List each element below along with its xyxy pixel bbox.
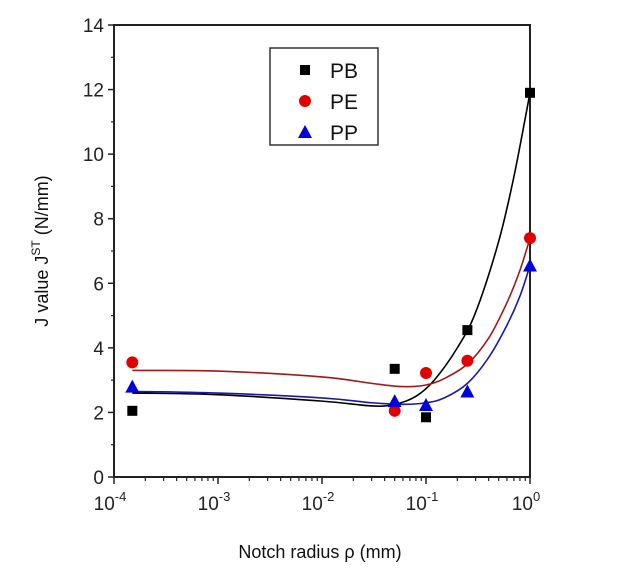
x-tick-label: 10-2: [302, 489, 335, 515]
data-point-pp: [419, 398, 433, 412]
legend-label-pp: PP: [330, 122, 358, 145]
y-tick-label: 10: [83, 145, 104, 166]
y-tick-label: 12: [83, 81, 104, 102]
x-tick-label: 10-4: [94, 489, 127, 515]
y-tick-label: 0: [93, 468, 104, 489]
legend-label-pb: PB: [330, 60, 358, 83]
x-axis-label: Notch radius ρ (mm): [238, 542, 401, 562]
data-point-pb: [421, 412, 431, 423]
data-points: [125, 87, 537, 423]
data-point-pp: [387, 394, 402, 408]
fit-curve-pp: [132, 265, 531, 406]
y-tick-label: 6: [93, 274, 104, 295]
legend-label-pe: PE: [330, 91, 358, 114]
legend-marker-pp: [298, 125, 312, 138]
fit-curve-pb: [132, 92, 531, 407]
axes: 0 2 4 6 8 10 12 14 10-4 10-3 10-2 10-1 100: [83, 16, 540, 515]
legend-box: [269, 47, 379, 146]
data-point-pe: [388, 404, 401, 417]
y-axis-label: J value JST (N/mm): [29, 175, 52, 326]
fit-curves: [132, 92, 531, 407]
data-point-pb: [127, 405, 138, 416]
y-tick-label: 2: [93, 403, 104, 424]
data-point-pe: [126, 356, 139, 369]
data-point-pb: [525, 87, 535, 98]
data-point-pb: [389, 363, 400, 374]
data-point-pe: [461, 354, 474, 367]
data-point-pp: [460, 384, 475, 398]
fit-curve-pe: [132, 237, 531, 388]
data-point-pp: [523, 258, 537, 272]
y-tick-label: 8: [93, 210, 104, 231]
legend-marker-pe: [299, 95, 311, 107]
x-tick-label: 100: [512, 489, 540, 515]
x-tick-label: 10-3: [198, 489, 231, 515]
data-point-pe: [420, 367, 432, 380]
y-tick-label: 4: [93, 339, 104, 360]
data-point-pe: [524, 232, 536, 245]
legend-marker-pb: [300, 65, 310, 75]
legend: PB PE PP: [269, 47, 379, 146]
data-point-pb: [462, 325, 473, 336]
y-tick-label: 14: [83, 16, 105, 37]
data-point-pp: [125, 379, 140, 393]
x-tick-label: 10-1: [406, 489, 439, 515]
